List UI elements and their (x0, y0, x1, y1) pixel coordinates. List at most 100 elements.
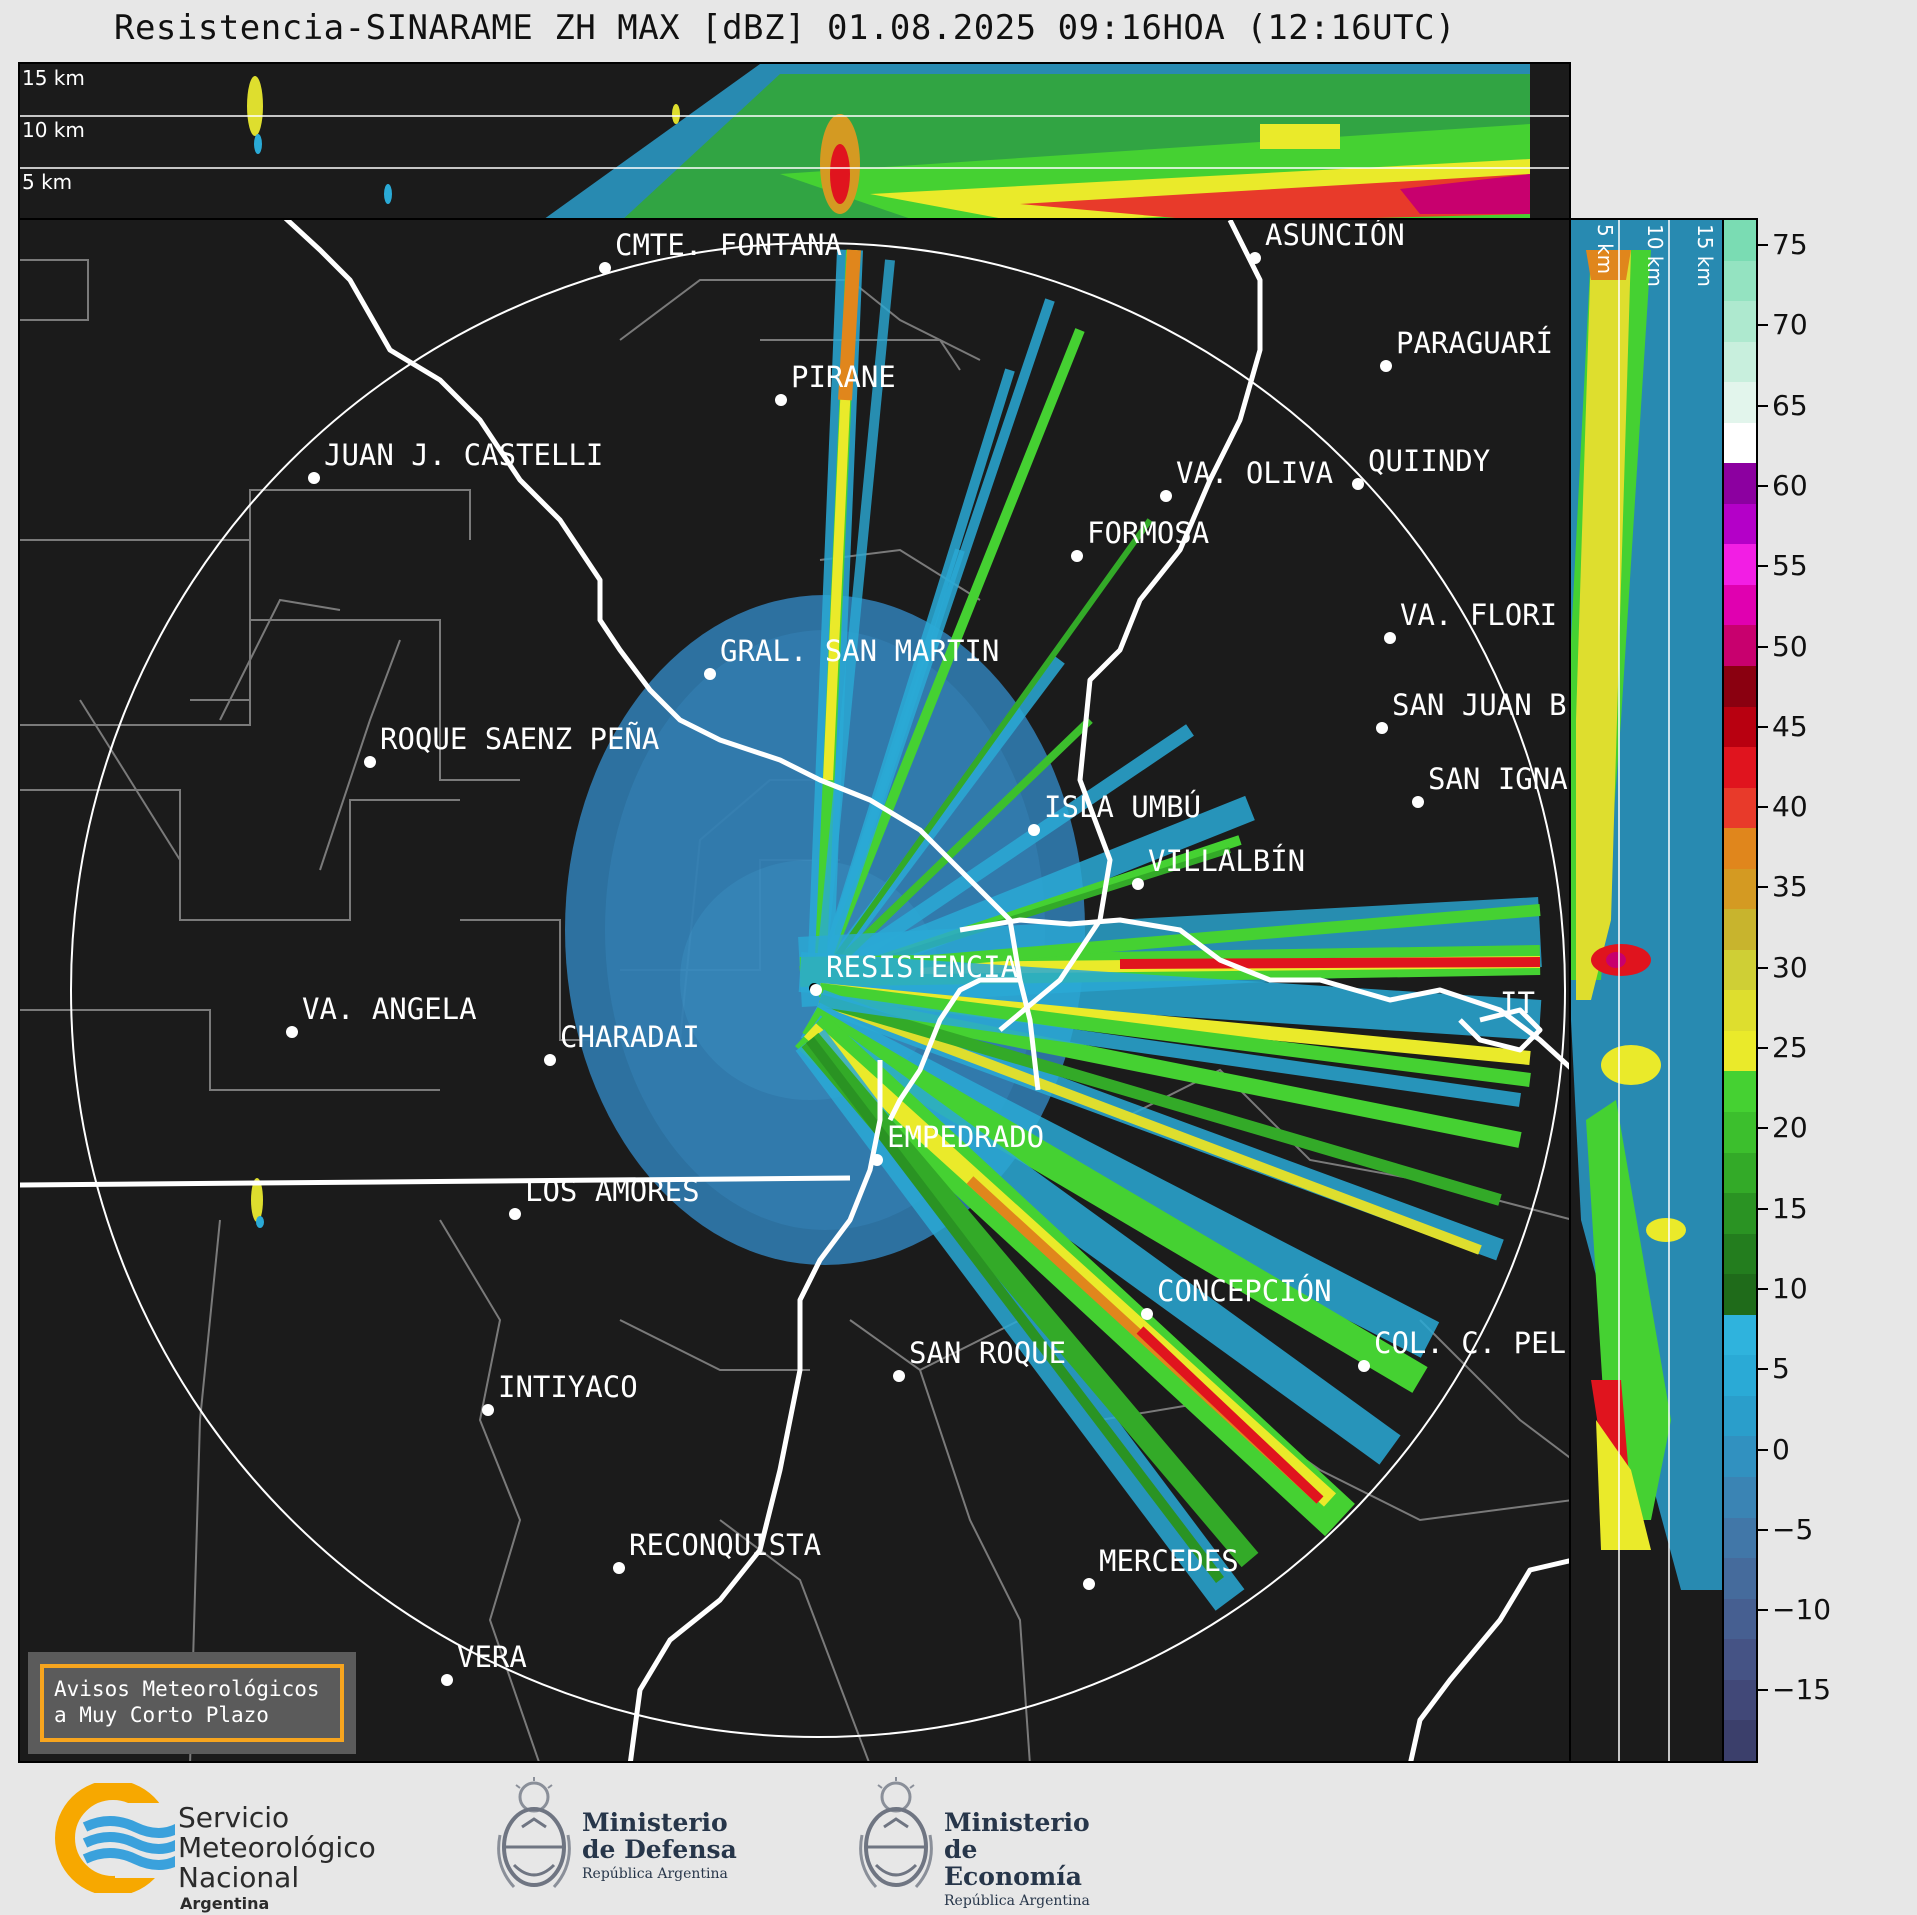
economia-line-1: Ministerio (944, 1808, 1090, 1837)
city-dot (613, 1562, 625, 1574)
colorbar-segment (1724, 666, 1756, 707)
city-dot (544, 1054, 556, 1066)
height-label-5km: 5 km (22, 170, 73, 194)
city-dot (286, 1026, 298, 1038)
colorbar-segment (1724, 1314, 1756, 1356)
colorbar-tick-label: −15 (1772, 1673, 1832, 1707)
alert-box-border: Avisos Meteorológicos a Muy Corto Plazo (40, 1664, 344, 1742)
colorbar-tick (1758, 1207, 1768, 1210)
colorbar-tick-label: 55 (1772, 549, 1808, 583)
colorbar-segment (1724, 1476, 1756, 1518)
city-label: VERA (457, 1640, 527, 1674)
colorbar-tick (1758, 1127, 1768, 1130)
chart-title: Resistencia-SINARAME ZH MAX [dBZ] 01.08.… (113, 8, 1457, 48)
colorbar-segment (1724, 625, 1756, 667)
city-label: VA. OLIVA (1176, 456, 1334, 490)
colorbar-segment (1724, 260, 1756, 302)
colorbar-tick-label: 65 (1772, 388, 1808, 422)
height-label-10km: 10 km (1643, 224, 1667, 287)
colorbar-tick (1758, 645, 1768, 648)
colorbar-tick (1758, 966, 1768, 969)
colorbar-segment (1724, 706, 1756, 748)
defensa-line-1: Ministerio (582, 1808, 728, 1837)
top-cross-section-panel: 15 km 10 km 5 km (18, 62, 1571, 220)
city-dot (893, 1370, 905, 1382)
smn-logo: Servicio Meteorológico Nacional Argentin… (55, 1780, 415, 1913)
colorbar-tick (1758, 404, 1768, 407)
colorbar-segment (1724, 1030, 1756, 1072)
colorbar-segment (1724, 544, 1756, 585)
city-label: VA. ANGELA (302, 992, 477, 1026)
city-dot (810, 984, 822, 996)
economia-line-2: de Economía (944, 1835, 1082, 1891)
city-label: ROQUE SAENZ PEÑA (380, 722, 660, 756)
colorbar-segment (1724, 1193, 1756, 1234)
city-dot (1249, 252, 1261, 264)
city-label: EMPEDRADO (887, 1120, 1045, 1154)
smn-text: Servicio Meteorológico Nacional Argentin… (178, 1803, 376, 1915)
colorbar-segment (1724, 463, 1756, 504)
colorbar-segment (1724, 949, 1756, 991)
colorbar-tick-label: 30 (1772, 950, 1808, 984)
city-label: LOS AMORES (525, 1174, 700, 1208)
city-label: MERCEDES (1099, 1544, 1239, 1578)
city-dot (1412, 796, 1424, 808)
city-label: ASUNCIÓN (1265, 218, 1405, 252)
right-cross-section-panel: 5 km 10 km 15 km (1569, 218, 1724, 1763)
city-dot (1141, 1308, 1153, 1320)
city-label: ISLA UMBÚ (1044, 790, 1202, 824)
colorbar-tick-label: 45 (1772, 709, 1808, 743)
colorbar-tick-label: 35 (1772, 870, 1808, 904)
colorbar-tick-label: 0 (1772, 1432, 1790, 1466)
colorbar-tick-label: 50 (1772, 629, 1808, 663)
smn-line-2: Meteorológico (178, 1831, 376, 1864)
national-coat-of-arms-icon (859, 1777, 933, 1889)
city-label: PIRANE (791, 360, 896, 394)
economia-text: Ministerio de Economía República Argenti… (944, 1809, 1116, 1912)
city-dot (441, 1674, 453, 1686)
colorbar-tick-label: 60 (1772, 468, 1808, 502)
city-dot (1071, 550, 1083, 562)
city-dot (1160, 490, 1172, 502)
colorbar-segment (1724, 1233, 1756, 1275)
smn-line-1: Servicio (178, 1801, 290, 1834)
colorbar-segment (1724, 1152, 1756, 1194)
colorbar-segment (1724, 422, 1756, 464)
colorbar-segment (1724, 1274, 1756, 1315)
smn-emblem-icon (55, 1780, 183, 1896)
top-cross-section-plot (20, 64, 1569, 218)
city-label: QUIINDY (1368, 444, 1491, 478)
colorbar-tick (1758, 1689, 1768, 1692)
city-dot (509, 1208, 521, 1220)
smn-line-3: Nacional (178, 1861, 300, 1894)
colorbar-tick (1758, 484, 1768, 487)
city-label: CMTE. FONTANA (615, 228, 842, 262)
colorbar-tick-label: 40 (1772, 790, 1808, 824)
city-dot (775, 394, 787, 406)
city-label: SAN ROQUE (909, 1336, 1067, 1370)
colorbar-segment (1724, 341, 1756, 383)
colorbar-tick (1758, 1287, 1768, 1290)
city-dot (704, 668, 716, 680)
colorbar-segment (1724, 1679, 1756, 1721)
colorbar-segment (1724, 1355, 1756, 1396)
city-dot (1028, 824, 1040, 836)
colorbar-segment (1724, 1395, 1756, 1437)
alert-box: Avisos Meteorológicos a Muy Corto Plazo (28, 1652, 356, 1754)
colorbar-tick-label: −10 (1772, 1593, 1832, 1627)
national-coat-of-arms-icon (497, 1777, 571, 1889)
city-dot (1376, 722, 1388, 734)
colorbar-segment (1724, 909, 1756, 950)
colorbar-tick (1758, 1609, 1768, 1612)
colorbar-segment (1724, 1720, 1756, 1761)
colorbar-tick (1758, 725, 1768, 728)
city-dot (308, 472, 320, 484)
city-label: IT (1500, 986, 1535, 1020)
height-label-15km: 15 km (22, 66, 85, 90)
city-label: COL. C. PEL (1374, 1326, 1567, 1360)
colorbar-segment (1724, 301, 1756, 342)
city-label: INTIYACO (498, 1370, 638, 1404)
city-label: RESISTENCIA (826, 950, 1019, 984)
city-label: CONCEPCIÓN (1157, 1274, 1332, 1308)
colorbar-tick-label: 20 (1772, 1111, 1808, 1145)
